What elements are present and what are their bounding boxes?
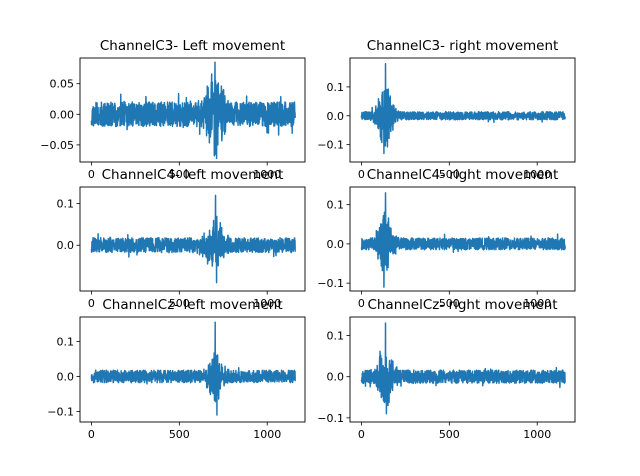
y-tick-label: 0.0 [57,371,75,384]
x-tick-label: 500 [439,168,460,181]
x-tick-label: 0 [88,428,95,441]
y-tick-label: 0.0 [57,239,75,252]
panel-title: ChannelCz- left movement [102,297,282,313]
signal-line [90,61,296,160]
chart-panel-6: 0 500 1000 −0.1 0.0 0.1 ChannelCz- right movem… [317,297,576,441]
y-tick-label: 0.1 [327,330,345,343]
x-tick-label: 500 [169,428,190,441]
panel-title: ChannelCz- right movement [367,297,557,313]
x-tick-label: 1000 [523,168,551,181]
y-tick-label: −0.05 [40,139,74,152]
axes-frame [79,186,306,292]
x-tick-label: 1000 [523,428,551,441]
axes-frame [349,186,576,292]
x-tick-label: 0 [88,168,95,181]
x-tick-label: 500 [439,428,460,441]
y-tick-label: 0.0 [327,110,345,123]
y-tick-label: 0.1 [327,199,345,212]
y-tick-label: 0.0 [327,238,345,251]
x-tick-label: 0 [358,297,365,310]
signal-line [90,321,296,416]
x-tick-label: 0 [358,428,365,441]
x-tick-label: 0 [88,297,95,310]
signal-line [360,63,566,155]
panel-title: ChannelC3- right movement [367,38,559,54]
y-tick-label: −0.1 [317,412,344,425]
chart-panel-4: 0 500 1000 −0.1 0.0 0.1 ChannelC4- right movem… [317,167,576,310]
y-tick-label: 0.1 [57,198,75,211]
y-tick-label: 0.0 [327,371,345,384]
x-tick-label: 1000 [253,428,281,441]
x-tick-label: 500 [169,297,190,310]
x-tick-label: 500 [169,168,190,181]
x-tick-label: 1000 [253,297,281,310]
chart-panel-5: 0 500 1000 −0.1 0.0 0.1 ChannelCz- left moveme… [47,297,306,441]
x-tick-label: 0 [358,168,365,181]
axes-frame [79,57,306,163]
signal-line [360,322,566,415]
axes-frame [79,316,306,423]
y-tick-label: −0.1 [317,277,344,290]
axes-frame [349,316,576,423]
chart-panel-3: 0 500 1000 0.0 0.1 ChannelC4- left movement [57,167,306,310]
chart-panel-2: 0 500 1000 −0.1 0.0 0.1 ChannelC3- right movem… [317,38,576,181]
y-tick-label: 0.1 [57,336,75,349]
panel-title: ChannelC3- Left movement [100,38,285,54]
y-tick-label: 0.00 [50,108,75,121]
y-tick-label: 0.1 [327,81,345,94]
x-tick-label: 1000 [523,297,551,310]
chart-panel-1: 0 500 1000 −0.05 0.00 0.05 ChannelC3- Left mov… [40,38,306,181]
panel-title: ChannelC4- left movement [102,167,284,183]
axes-frame [349,57,576,163]
y-tick-label: −0.1 [317,139,344,152]
y-tick-label: −0.1 [47,406,74,419]
y-tick-label: 0.05 [50,78,75,91]
signal-line [90,194,296,284]
x-tick-label: 500 [439,297,460,310]
x-tick-label: 1000 [253,168,281,181]
signal-line [360,192,566,288]
panel-title: ChannelC4- right movement [367,167,559,183]
